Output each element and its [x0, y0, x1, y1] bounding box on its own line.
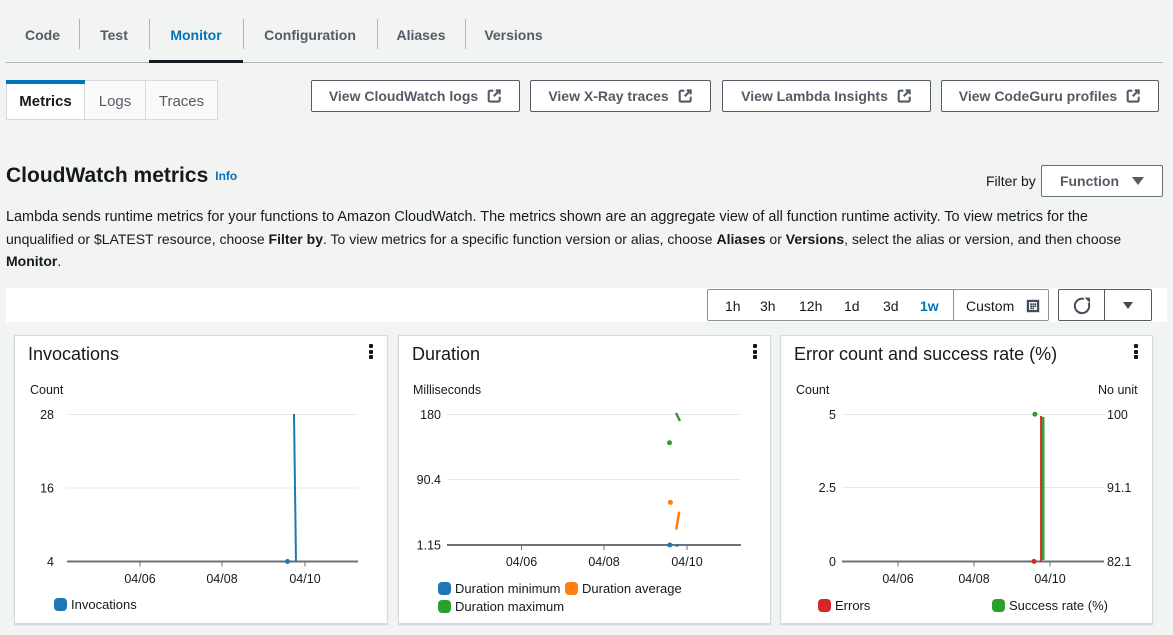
svg-text:28: 28 [40, 408, 54, 422]
svg-text:04/06: 04/06 [124, 572, 155, 586]
svg-text:90.4: 90.4 [417, 473, 441, 487]
svg-text:04/08: 04/08 [206, 572, 237, 586]
svg-text:16: 16 [40, 482, 54, 496]
svg-text:1.15: 1.15 [417, 539, 441, 553]
svg-text:04/06: 04/06 [506, 555, 537, 569]
svg-text:04/08: 04/08 [958, 572, 989, 586]
svg-text:5: 5 [829, 408, 836, 422]
svg-text:04/10: 04/10 [671, 555, 702, 569]
svg-text:04/06: 04/06 [882, 572, 913, 586]
svg-text:82.1: 82.1 [1107, 555, 1131, 569]
svg-text:04/08: 04/08 [588, 555, 619, 569]
svg-text:04/10: 04/10 [289, 572, 320, 586]
svg-text:2.5: 2.5 [819, 481, 836, 495]
svg-text:04/10: 04/10 [1034, 572, 1065, 586]
svg-text:4: 4 [47, 555, 54, 569]
svg-text:0: 0 [829, 555, 836, 569]
svg-text:91.1: 91.1 [1107, 481, 1131, 495]
svg-text:180: 180 [420, 408, 441, 422]
svg-text:100: 100 [1107, 408, 1128, 422]
